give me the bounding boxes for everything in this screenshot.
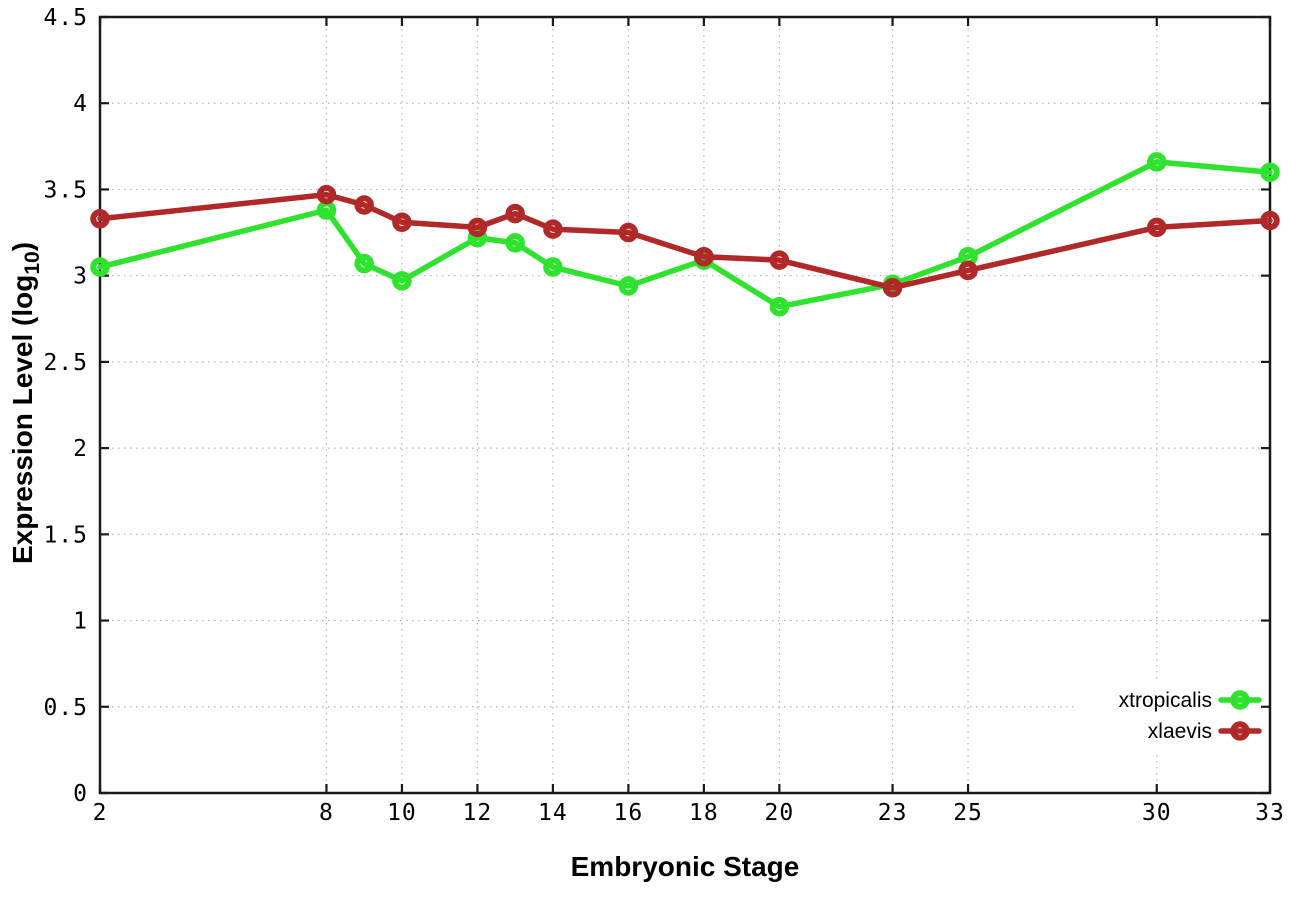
marker-xtropicalis	[354, 253, 374, 274]
x-tick-label: 18	[689, 800, 719, 826]
x-tick-label: 30	[1142, 800, 1172, 826]
y-tick-label: 4.5	[43, 5, 88, 31]
y-tick-label: 1	[73, 609, 88, 635]
marker-xtropicalis	[769, 296, 790, 317]
marker-xlaevis	[1147, 217, 1167, 238]
marker-xlaevis	[90, 209, 110, 229]
legend-label-xlaevis: xlaevis	[1148, 720, 1212, 743]
marker-xtropicalis	[392, 271, 412, 291]
x-axis-title: Embryonic Stage	[571, 851, 800, 882]
marker-xtropicalis	[1147, 152, 1167, 172]
y-tick-label: 0	[73, 781, 88, 807]
marker-xtropicalis	[543, 257, 563, 277]
marker-xtropicalis	[618, 276, 639, 296]
plot-border	[98, 15, 1272, 795]
x-tick-label: 10	[387, 800, 417, 826]
marker-xlaevis	[505, 203, 525, 224]
marker-xlaevis	[543, 219, 563, 239]
marker-xtropicalis	[467, 227, 488, 248]
marker-xtropicalis	[1260, 162, 1280, 182]
series-line-xlaevis	[97, 191, 1273, 291]
x-tick-label: 25	[953, 800, 983, 826]
marker-xlaevis	[769, 250, 790, 270]
x-tick-label: 20	[765, 800, 795, 826]
y-tick-label: 0.5	[43, 695, 88, 721]
y-tick-label: 2	[73, 436, 88, 462]
marker-xlaevis	[618, 222, 639, 243]
x-tick-label: 12	[463, 800, 493, 826]
series-line-xtropicalis	[97, 159, 1273, 310]
x-tick-label: 2	[93, 800, 108, 826]
marker-xlaevis	[882, 277, 903, 298]
x-tick-label: 23	[878, 800, 908, 826]
y-tick-label: 2.5	[43, 350, 88, 376]
x-tick-label: 33	[1255, 800, 1285, 826]
y-axis-title: Expression Level (log10)	[7, 242, 44, 564]
y-tick-label: 1.5	[43, 522, 88, 548]
marker-xlaevis	[354, 195, 374, 215]
legend-marker-xtropicalis	[1230, 690, 1250, 710]
marker-xlaevis	[316, 184, 337, 205]
marker-xtropicalis	[505, 233, 525, 253]
y-tick-label: 4	[73, 91, 88, 117]
marker-xlaevis	[392, 212, 412, 232]
legend-label-xtropicalis: xtropicalis	[1119, 689, 1212, 712]
legend-marker-xlaevis	[1230, 721, 1250, 741]
marker-xlaevis	[1260, 210, 1280, 231]
x-tick-label: 14	[538, 800, 568, 826]
marker-xtropicalis	[90, 257, 110, 277]
y-tick-label: 3	[73, 264, 88, 290]
marker-xlaevis	[694, 246, 714, 267]
marker-xlaevis	[467, 217, 488, 238]
y-tick-label: 3.5	[43, 177, 88, 203]
x-tick-label: 8	[319, 800, 334, 826]
x-tick-label: 16	[614, 800, 644, 826]
marker-xlaevis	[958, 260, 978, 281]
